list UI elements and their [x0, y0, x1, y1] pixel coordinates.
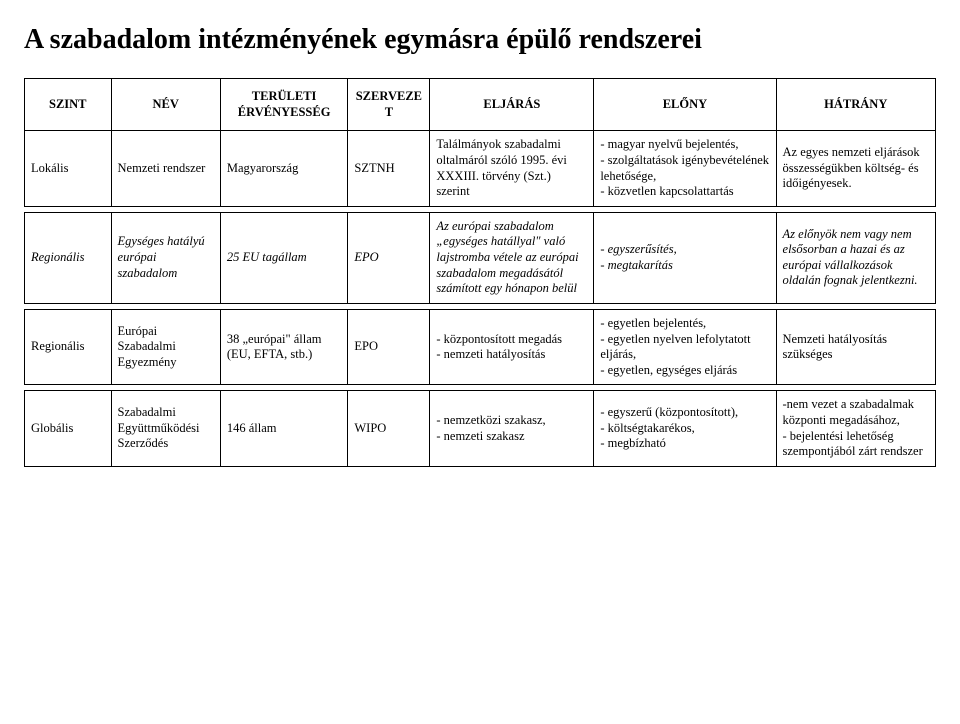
col-hatrany: HÁTRÁNY — [776, 79, 935, 131]
table-cell: Regionális — [25, 212, 112, 303]
table-cell: Az előnyök nem vagy nem elsősorban a haz… — [776, 212, 935, 303]
table-cell: 25 EU tagállam — [220, 212, 348, 303]
table-cell: - magyar nyelvű bejelentés, - szolgáltat… — [594, 131, 776, 207]
table-cell: Szabadalmi Együttműködési Szerződés — [111, 391, 220, 467]
table-cell: - egyszerűsítés, - megtakarítás — [594, 212, 776, 303]
table-cell: Nemzeti hatályosítás szükséges — [776, 309, 935, 385]
table-cell: Az európai szabadalom „egységes hatállya… — [430, 212, 594, 303]
table-cell: WIPO — [348, 391, 430, 467]
table-cell: - nemzetközi szakasz, - nemzeti szakasz — [430, 391, 594, 467]
table-cell: 38 „európai" állam (EU, EFTA, stb.) — [220, 309, 348, 385]
table-cell: Találmányok szabadalmi oltalmáról szóló … — [430, 131, 594, 207]
table-cell: Európai Szabadalmi Egyezmény — [111, 309, 220, 385]
col-szint: SZINT — [25, 79, 112, 131]
table-row: RegionálisEurópai Szabadalmi Egyezmény38… — [25, 309, 936, 385]
col-szervezet: SZERVEZET — [348, 79, 430, 131]
table-header-row: SZINT NÉV TERÜLETI ÉRVÉNYESSÉG SZERVEZET… — [25, 79, 936, 131]
table-cell: Nemzeti rendszer — [111, 131, 220, 207]
table-row: GlobálisSzabadalmi Együttműködési Szerző… — [25, 391, 936, 467]
col-elony: ELŐNY — [594, 79, 776, 131]
table-cell: Magyarország — [220, 131, 348, 207]
table-cell: Az egyes nemzeti eljárások összességükbe… — [776, 131, 935, 207]
table-cell: Globális — [25, 391, 112, 467]
table-cell: -nem vezet a szabadalmak központi megadá… — [776, 391, 935, 467]
table-cell: Lokális — [25, 131, 112, 207]
table-cell: - központosított megadás - nemzeti hatál… — [430, 309, 594, 385]
col-eljaras: ELJÁRÁS — [430, 79, 594, 131]
page-title: A szabadalom intézményének egymásra épül… — [24, 24, 936, 56]
table-row: LokálisNemzeti rendszerMagyarországSZTNH… — [25, 131, 936, 207]
table-cell: - egyszerű (központosított), - költségta… — [594, 391, 776, 467]
table-cell: Regionális — [25, 309, 112, 385]
patent-systems-table: SZINT NÉV TERÜLETI ÉRVÉNYESSÉG SZERVEZET… — [24, 78, 936, 467]
table-cell: - egyetlen bejelentés, - egyetlen nyelve… — [594, 309, 776, 385]
table-cell: Egységes hatályú európai szabadalom — [111, 212, 220, 303]
table-cell: EPO — [348, 309, 430, 385]
table-row: RegionálisEgységes hatályú európai szaba… — [25, 212, 936, 303]
col-nev: NÉV — [111, 79, 220, 131]
table-cell: 146 állam — [220, 391, 348, 467]
table-cell: SZTNH — [348, 131, 430, 207]
table-cell: EPO — [348, 212, 430, 303]
col-teruleti: TERÜLETI ÉRVÉNYESSÉG — [220, 79, 348, 131]
